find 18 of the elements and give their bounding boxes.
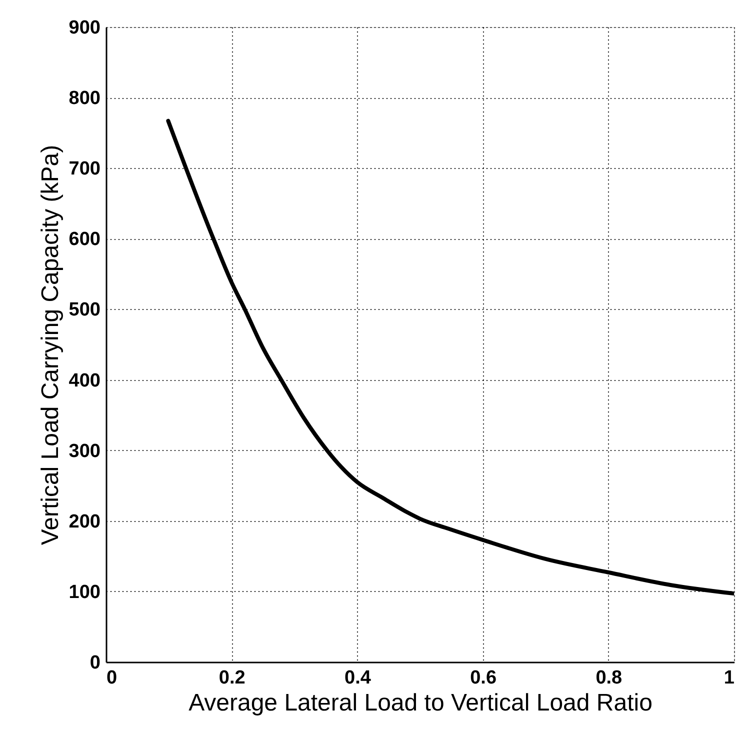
y-tick-label: 700 [68,158,100,180]
y-tick-label: 200 [68,511,100,532]
y-tick-label: 600 [68,229,100,250]
y-tick-label: 400 [68,370,100,392]
y-tick-label: 0 [90,652,100,674]
x-tick-label: 0.6 [470,668,497,688]
x-tick-label: 0 [106,668,118,688]
y-tick-label: 300 [68,440,100,462]
y-tick-label: 500 [68,300,100,321]
y-tick-label: 900 [68,18,100,38]
x-tick-label: 0.4 [344,668,372,688]
x-axis-title: Average Lateral Load to Vertical Load Ratio [188,690,652,716]
y-axis-title: Vertical Load Carrying Capacity (kPa) [36,144,64,546]
x-tick-label: 0.2 [218,668,246,688]
x-tick-label: 1 [724,668,735,688]
y-tick-label: 800 [68,88,100,110]
x-tick-label: 0.8 [596,668,622,688]
y-tick-label: 100 [68,582,100,603]
